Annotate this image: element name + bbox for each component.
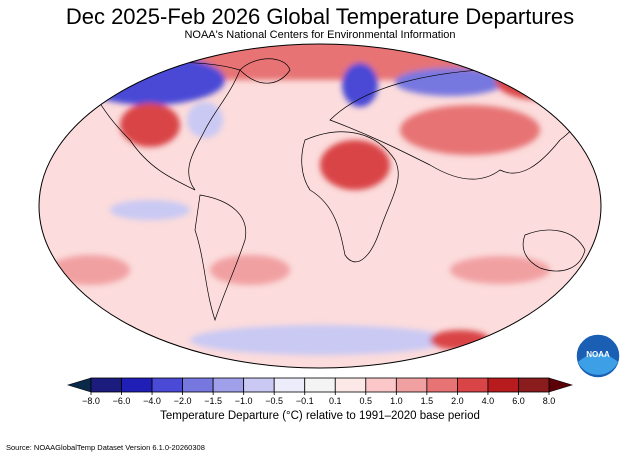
colorbar-segment xyxy=(90,377,122,393)
globe-outline xyxy=(38,43,602,369)
pacific-cool-region xyxy=(110,200,190,220)
colorbar-segment xyxy=(273,377,306,393)
colorbar-tick-label: −1.0 xyxy=(235,396,253,406)
colorbar-high-arrow xyxy=(548,377,574,393)
map-subtitle: NOAA's National Centers for Environmenta… xyxy=(184,29,456,41)
colorbar-tick-label: 0.5 xyxy=(360,396,373,406)
colorbar-tick-label: 1.5 xyxy=(421,396,434,406)
antarctic-cool-region xyxy=(190,325,450,355)
colorbar-tick-label: −4.0 xyxy=(143,396,161,406)
colorbar-segment xyxy=(518,377,550,393)
colorbar-segment xyxy=(304,377,336,393)
svg-text:NOAA: NOAA xyxy=(586,350,610,359)
colorbar-tick-label: −6.0 xyxy=(113,396,131,406)
colorbar-tick-label: −8.0 xyxy=(82,396,100,406)
colorbar-tick-label: −0.5 xyxy=(265,396,283,406)
colorbar-segment xyxy=(395,377,428,393)
colorbar-segment xyxy=(121,377,153,393)
colorbar-tick-label: 0.1 xyxy=(329,396,342,406)
south-indian-warm-region xyxy=(450,256,550,284)
colorbar-label: Temperature Departure (°C) relative to 1… xyxy=(160,410,480,422)
colorbar-segment xyxy=(365,377,397,393)
colorbar-segment xyxy=(243,377,275,393)
colorbar-low-arrow xyxy=(66,377,92,393)
asia-warm-region xyxy=(400,105,540,155)
colorbar-tick-label: 4.0 xyxy=(482,396,495,406)
noaa-logo: NOAA xyxy=(575,333,621,379)
east-us-cool-region xyxy=(187,102,223,138)
west-us-warm-region xyxy=(120,103,180,147)
north-africa-warm-region xyxy=(320,140,390,190)
colorbar-tick-label: 6.0 xyxy=(512,396,525,406)
colorbar-tick-label: 1.0 xyxy=(390,396,403,406)
colorbar-segment xyxy=(212,377,245,393)
colorbar-tick-label: −2.0 xyxy=(174,396,192,406)
russia-cold-region xyxy=(395,68,505,96)
colorbar-segment xyxy=(456,377,489,393)
colorbar-tick-label: 2.0 xyxy=(451,396,464,406)
colorbar-tick-label: −1.5 xyxy=(204,396,222,406)
colorbar-segment xyxy=(182,377,214,393)
colorbar-segment xyxy=(334,377,367,393)
coastlines xyxy=(89,58,586,322)
colorbar-tick-label: 8.0 xyxy=(543,396,556,406)
source-note: Source: NOAAGlobalTemp Dataset Version 6… xyxy=(6,443,205,452)
europe-cold-region xyxy=(342,63,378,107)
colorbar-segment xyxy=(487,377,519,393)
map-title: Dec 2025-Feb 2026 Global Temperature Dep… xyxy=(65,4,575,29)
colorbar-tick-label: −0.1 xyxy=(296,396,314,406)
colorbar-segment xyxy=(426,377,458,393)
colorbar-segment xyxy=(151,377,183,393)
